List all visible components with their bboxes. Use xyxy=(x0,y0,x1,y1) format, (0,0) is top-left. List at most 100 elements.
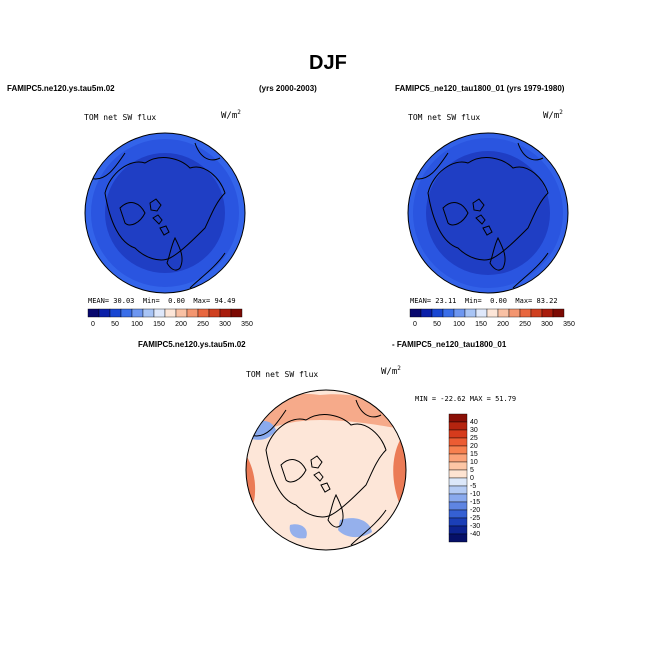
diff-colorbar-swatch xyxy=(448,493,468,503)
diff-minmax: MIN = -22.62 MAX = 51.79 xyxy=(415,395,517,403)
diff-colorbar-tick-label: -5 xyxy=(470,483,476,490)
diff-colorbar-tick-label: 10 xyxy=(470,459,478,466)
diff-colorbar-swatch xyxy=(448,525,468,535)
left-colorbar-swatch xyxy=(175,308,188,318)
diff-colorbar-swatch xyxy=(448,517,468,527)
right-colorbar-tick-label: 50 xyxy=(433,321,441,328)
right-colorbar-swatch xyxy=(530,308,543,318)
left-colorbar-tick-label: 50 xyxy=(111,321,119,328)
diff-colorbar-tick-label: -25 xyxy=(470,515,480,522)
diff-colorbar-swatch xyxy=(448,477,468,487)
diff-colorbar-swatch xyxy=(448,485,468,495)
left-colorbar-swatch xyxy=(186,308,199,318)
diff-colorbar-swatch xyxy=(448,437,468,447)
diff-colorbar-swatch xyxy=(448,413,468,423)
right-colorbar-tick-label: 350 xyxy=(563,321,575,328)
left-colorbar-swatch xyxy=(197,308,210,318)
right-colorbar-tick-label: 150 xyxy=(475,321,487,328)
left-years: (yrs 2000-2003) xyxy=(259,84,317,93)
right-colorbar-swatch xyxy=(486,308,499,318)
left-map xyxy=(84,132,246,294)
left-colorbar-swatch xyxy=(219,308,232,318)
left-colorbar-tick-label: 250 xyxy=(197,321,209,328)
right-colorbar-swatch xyxy=(475,308,488,318)
left-colorbar-tick-label: 0 xyxy=(91,321,95,328)
diff-colorbar-tick-label: -40 xyxy=(470,531,480,538)
diff-map-outline xyxy=(245,389,407,551)
left-stats: MEAN= 30.03 Min= 0.00 Max= 94.49 xyxy=(88,297,236,305)
diff-colorbar-swatch xyxy=(448,445,468,455)
diff-colorbar-tick-label: 40 xyxy=(470,419,478,426)
diff-colorbar-swatch xyxy=(448,429,468,439)
right-colorbar-tick-label: 250 xyxy=(519,321,531,328)
right-colorbar-swatch xyxy=(497,308,510,318)
left-unit: W/m2 xyxy=(221,109,241,121)
diff-colorbar-swatch xyxy=(448,501,468,511)
right-colorbar-swatch xyxy=(464,308,477,318)
diff-colorbar-swatch xyxy=(448,509,468,519)
right-colorbar-tick-label: 100 xyxy=(453,321,465,328)
right-unit: W/m2 xyxy=(543,109,563,121)
right-colorbar-swatch xyxy=(442,308,455,318)
right-map xyxy=(407,132,569,294)
diff-case-b: - FAMIPC5_ne120_tau1800_01 xyxy=(392,340,507,349)
left-colorbar-tick-label: 150 xyxy=(153,321,165,328)
left-colorbar-swatch xyxy=(142,308,155,318)
left-colorbar-tick-label: 200 xyxy=(175,321,187,328)
right-stats: MEAN= 23.11 Min= 0.00 Max= 83.22 xyxy=(410,297,558,305)
right-map-polar-region xyxy=(426,151,550,275)
right-map-outline xyxy=(407,132,569,294)
diff-map-warm-band-north xyxy=(246,393,406,440)
right-case-name: FAMIPC5_ne120_tau1800_01 (yrs 1979-1980) xyxy=(395,84,565,93)
diff-colorbar-tick-label: 20 xyxy=(470,443,478,450)
left-colorbar-swatch xyxy=(164,308,177,318)
diff-map-cool-patches-south xyxy=(289,518,372,539)
right-colorbar-swatch xyxy=(552,308,565,318)
right-colorbar-swatch xyxy=(541,308,554,318)
right-variable-label: TOM net SW flux xyxy=(408,113,481,122)
right-colorbar-tick-label: 200 xyxy=(497,321,509,328)
left-colorbar-tick-label: 100 xyxy=(131,321,143,328)
right-colorbar-tick-label: 0 xyxy=(413,321,417,328)
left-colorbar-swatch xyxy=(109,308,122,318)
diff-colorbar-tick-label: -15 xyxy=(470,499,480,506)
diff-colorbar-tick-label: -10 xyxy=(470,491,480,498)
diff-colorbar-swatch xyxy=(448,421,468,431)
left-case-name: FAMIPC5.ne120.ys.tau5m.02 xyxy=(7,84,115,93)
left-colorbar-swatch xyxy=(153,308,166,318)
left-colorbar-swatch xyxy=(208,308,221,318)
diff-colorbar-tick-label: -30 xyxy=(470,523,480,530)
diff-colorbar-swatch xyxy=(448,469,468,479)
left-map-outline xyxy=(84,132,246,294)
right-colorbar-swatch xyxy=(453,308,466,318)
diff-colorbar-tick-label: 15 xyxy=(470,451,478,458)
right-colorbar-swatch xyxy=(508,308,521,318)
diff-case-a: FAMIPC5.ne120.ys.tau5m.02 xyxy=(138,340,246,349)
diff-colorbar-tick-label: 25 xyxy=(470,435,478,442)
season-title: DJF xyxy=(309,52,347,74)
right-colorbar-swatch xyxy=(420,308,433,318)
left-colorbar-swatch xyxy=(98,308,111,318)
left-colorbar-tick-label: 300 xyxy=(219,321,231,328)
left-variable-label: TOM net SW flux xyxy=(84,113,157,122)
diff-colorbar-tick-label: 30 xyxy=(470,427,478,434)
diff-map xyxy=(245,389,407,551)
right-colorbar-swatch xyxy=(409,308,422,318)
left-colorbar-swatch xyxy=(87,308,100,318)
right-colorbar: 0 50 100 150 200 250 300 350 xyxy=(409,308,575,328)
diff-colorbar-swatch xyxy=(448,461,468,471)
right-colorbar-swatch xyxy=(519,308,532,318)
left-colorbar-swatch xyxy=(230,308,243,318)
right-colorbar-swatch xyxy=(431,308,444,318)
left-colorbar-swatch xyxy=(131,308,144,318)
diff-colorbar-tick-label: -20 xyxy=(470,507,480,514)
diff-colorbar-tick-label: 5 xyxy=(470,467,474,474)
left-colorbar-tick-label: 350 xyxy=(241,321,253,328)
left-colorbar: 0 50 100 150 200 250 300 350 xyxy=(87,308,253,328)
diff-colorbar-swatch xyxy=(448,453,468,463)
diff-colorbar-swatch xyxy=(448,533,468,543)
left-map-polar-region xyxy=(105,153,225,273)
